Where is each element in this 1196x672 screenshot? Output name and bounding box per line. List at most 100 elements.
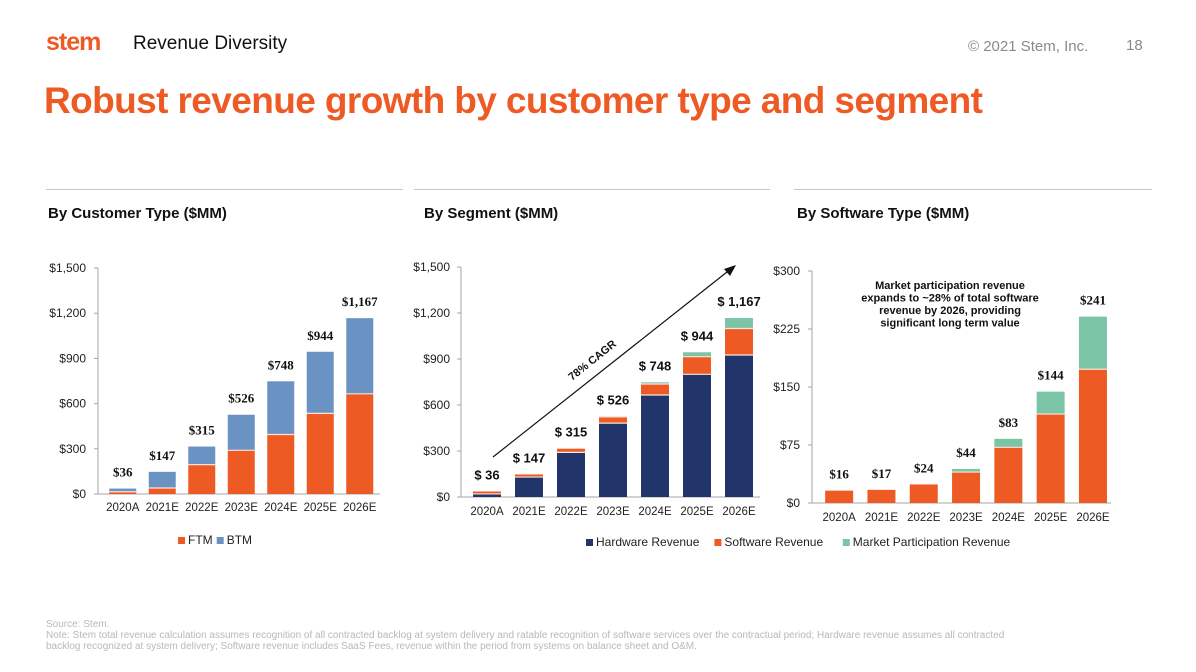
chart1-total-label: $526 bbox=[228, 391, 255, 406]
chart3-y-tick-label: $300 bbox=[773, 264, 800, 278]
chart2-legend-swatch bbox=[714, 539, 722, 546]
chart3-total-label: $83 bbox=[999, 415, 1019, 430]
chart2-bar-hardware-revenue bbox=[515, 477, 543, 497]
chart2-bar-software-revenue bbox=[641, 383, 669, 396]
chart3-bar-software-revenue bbox=[825, 490, 854, 503]
chart1-bar-ftm bbox=[267, 434, 295, 494]
cagr-arrow-head-icon bbox=[724, 265, 736, 276]
chart1-total-label: $1,167 bbox=[342, 294, 378, 309]
chart3-x-tick-label: 2026E bbox=[1076, 512, 1110, 524]
footer-source: Source: Stem. bbox=[46, 619, 110, 630]
chart3-total-label: $44 bbox=[956, 445, 976, 460]
chart1-bar-ftm bbox=[306, 413, 334, 494]
chart2-legend-swatch bbox=[842, 539, 850, 546]
chart2-bar-hardware-revenue bbox=[473, 493, 501, 497]
cagr-arrow-line bbox=[492, 271, 728, 458]
chart3-y-tick-label: $75 bbox=[780, 438, 800, 452]
chart1-bar-ftm bbox=[346, 393, 374, 494]
chart2-bar-software-revenue bbox=[683, 356, 711, 375]
chart1-bar-btm bbox=[267, 381, 295, 435]
chart1-bar-ftm bbox=[109, 491, 137, 494]
page-number: 18 bbox=[1126, 37, 1143, 54]
chart1-bar-btm bbox=[306, 351, 334, 414]
chart3-bar-software-revenue bbox=[952, 472, 981, 503]
chart2-x-tick-label: 2024E bbox=[638, 506, 672, 518]
chart2-bar-software-revenue bbox=[515, 474, 543, 478]
chart2-y-tick-label: $600 bbox=[423, 398, 450, 412]
chart-title-segment: By Segment ($MM) bbox=[424, 205, 559, 222]
chart3-y-tick-label: $0 bbox=[787, 496, 801, 510]
chart3-bar-software-revenue bbox=[1078, 369, 1107, 503]
chart2-x-tick-label: 2020A bbox=[470, 506, 504, 518]
divider-segment bbox=[414, 189, 770, 190]
chart3-x-tick-label: 2021E bbox=[865, 512, 899, 524]
chart3-total-label: $24 bbox=[914, 460, 934, 475]
chart2-total-label: $ 526 bbox=[597, 392, 630, 407]
chart1-bar-btm bbox=[188, 446, 216, 465]
chart1-bar-ftm bbox=[188, 464, 216, 494]
chart1-y-tick-label: $300 bbox=[59, 442, 86, 456]
chart3-x-tick-label: 2022E bbox=[907, 512, 941, 524]
chart2-legend-swatch bbox=[586, 539, 593, 546]
chart3-x-tick-label: 2020A bbox=[823, 512, 857, 524]
chart2-bar-hardware-revenue bbox=[557, 452, 585, 497]
chart2-y-tick-label: $300 bbox=[423, 444, 450, 458]
chart2-bar-software-revenue bbox=[557, 448, 585, 453]
chart1-bar-btm bbox=[148, 471, 176, 488]
page-title: Robust revenue growth by customer type a… bbox=[44, 80, 983, 121]
software-annotation-line: significant long term value bbox=[880, 318, 1019, 330]
chart2-total-label: $ 36 bbox=[474, 467, 499, 482]
chart2-y-tick-label: $900 bbox=[423, 352, 450, 366]
stem-logo: stem bbox=[46, 28, 101, 56]
chart2-total-label: $ 944 bbox=[681, 328, 714, 343]
chart3-total-label: $241 bbox=[1080, 293, 1106, 308]
chart3-bar-software-revenue bbox=[867, 489, 896, 503]
chart1-legend-swatch bbox=[216, 537, 224, 544]
chart2-bar-software-revenue bbox=[473, 491, 501, 494]
chart1-x-tick-label: 2023E bbox=[225, 502, 259, 514]
chart1-total-label: $748 bbox=[268, 357, 295, 372]
divider-software-type bbox=[794, 189, 1152, 190]
chart2-bar-hardware-revenue bbox=[725, 355, 753, 497]
chart2-bar-hardware-revenue bbox=[683, 374, 711, 497]
chart2-x-tick-label: 2021E bbox=[512, 506, 546, 518]
section-label: Revenue Diversity bbox=[133, 33, 288, 54]
chart-title-customer-type: By Customer Type ($MM) bbox=[48, 205, 227, 222]
chart1-bar-ftm bbox=[227, 450, 255, 494]
chart1-total-label: $147 bbox=[149, 448, 176, 463]
chart3-y-tick-label: $150 bbox=[773, 380, 800, 394]
chart1-x-tick-label: 2026E bbox=[343, 502, 377, 514]
chart3-x-tick-label: 2024E bbox=[992, 512, 1026, 524]
chart2-bar-hardware-revenue bbox=[641, 395, 669, 497]
chart3-y-tick-label: $225 bbox=[773, 322, 800, 336]
chart2-y-tick-label: $1,500 bbox=[413, 260, 450, 274]
chart3-bar-market-participation-revenue bbox=[1036, 391, 1065, 415]
chart3-total-label: $16 bbox=[829, 467, 849, 482]
software-annotation-line: Market participation revenue bbox=[875, 280, 1025, 292]
chart1-y-tick-label: $1,200 bbox=[49, 306, 86, 320]
chart-title-software-type: By Software Type ($MM) bbox=[797, 205, 970, 222]
chart3-total-label: $17 bbox=[872, 466, 892, 481]
chart2-x-tick-label: 2023E bbox=[596, 506, 630, 518]
chart3-bar-software-revenue bbox=[1036, 414, 1065, 503]
chart1-bar-btm bbox=[227, 414, 255, 451]
chart3-x-tick-label: 2023E bbox=[949, 512, 983, 524]
chart1-legend-swatch bbox=[178, 537, 185, 544]
footer-note-line1: Note: Stem total revenue calculation ass… bbox=[46, 630, 1005, 641]
chart1-bar-btm bbox=[346, 318, 374, 394]
chart1-total-label: $315 bbox=[189, 423, 216, 438]
chart2-legend-label: Software Revenue bbox=[724, 535, 823, 549]
chart1-total-label: $944 bbox=[307, 328, 334, 343]
chart3-bar-software-revenue bbox=[994, 447, 1023, 503]
chart1-total-label: $36 bbox=[113, 465, 133, 480]
chart1-bar-ftm bbox=[148, 487, 176, 494]
footer-notes: Source: Stem. Note: Stem total revenue c… bbox=[46, 619, 1126, 652]
chart2-legend-label: Hardware Revenue bbox=[596, 535, 700, 549]
chart3-x-tick-label: 2025E bbox=[1034, 512, 1068, 524]
chart2-x-tick-label: 2022E bbox=[554, 506, 588, 518]
chart2-bar-hardware-revenue bbox=[599, 423, 627, 497]
chart1-y-tick-label: $0 bbox=[73, 487, 87, 501]
chart2-x-tick-label: 2026E bbox=[722, 506, 756, 518]
chart1-legend-label: BTM bbox=[227, 533, 252, 547]
